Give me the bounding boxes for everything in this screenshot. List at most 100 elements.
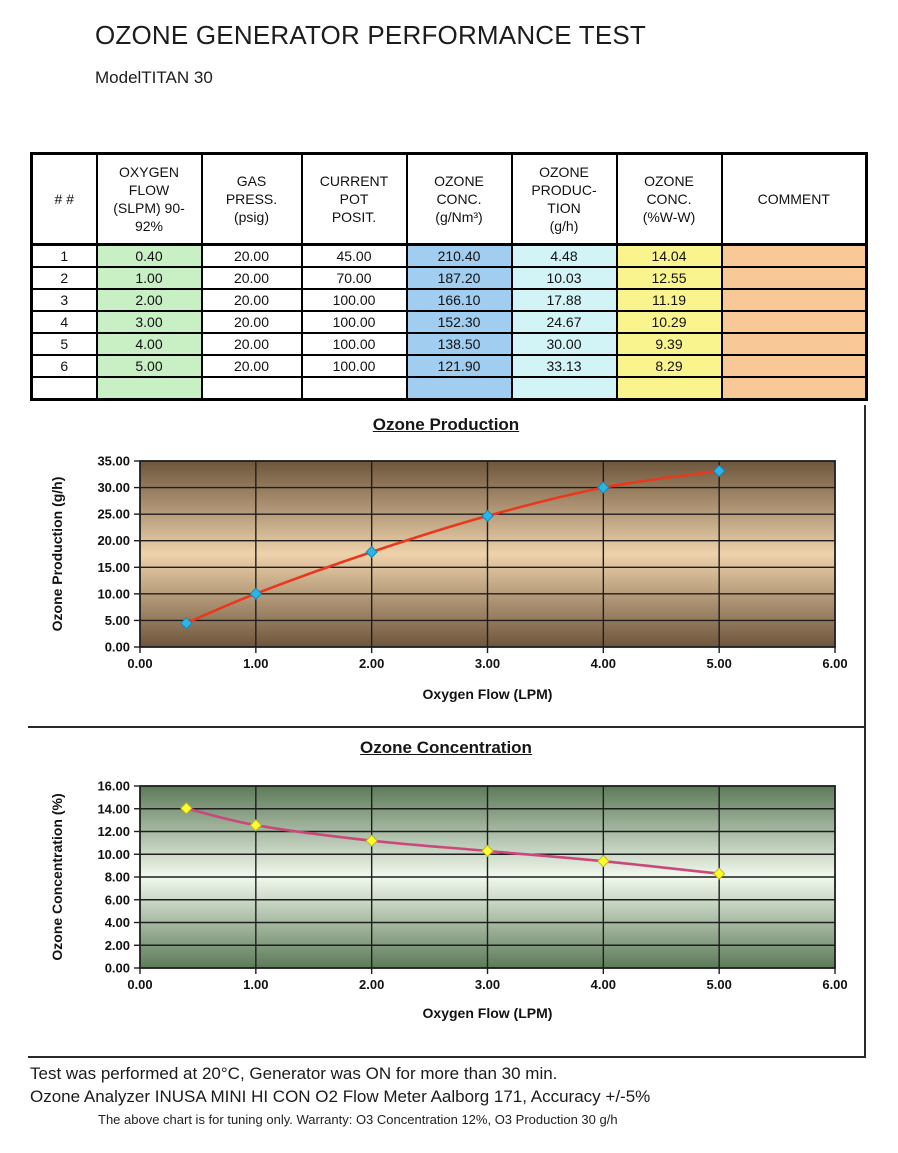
table-cell bbox=[720, 332, 868, 356]
table-cell: 210.40 bbox=[405, 243, 513, 268]
table-cell: 24.67 bbox=[510, 310, 618, 334]
table-cell bbox=[300, 376, 408, 401]
tick-labels: 0.00 2.00 4.00 6.00 8.00 10.00 12.00 14.00 16.00… bbox=[97, 779, 847, 993]
ozone-concentration-section: Ozone Concentration 0.00 2.00 4.00 6.00 8.00… bbox=[28, 728, 864, 1056]
table-cell: 10.03 bbox=[510, 266, 618, 290]
svg-text:0.00: 0.00 bbox=[105, 640, 130, 655]
table-cell bbox=[615, 376, 723, 401]
svg-text:6.00: 6.00 bbox=[105, 892, 130, 907]
table-row bbox=[30, 376, 868, 401]
footer-notes: Test was performed at 20°C, Generator wa… bbox=[30, 1062, 870, 1127]
table-cell bbox=[720, 243, 868, 268]
table-cell: 20.00 bbox=[200, 288, 303, 312]
svg-text:1.00: 1.00 bbox=[243, 977, 268, 992]
table-row: 2 1.00 20.00 70.00 187.20 10.03 12.55 bbox=[30, 266, 868, 290]
table-cell: 100.00 bbox=[300, 310, 408, 334]
svg-text:10.00: 10.00 bbox=[97, 847, 130, 862]
footer-line-3: The above chart is for tuning only. Warr… bbox=[98, 1111, 618, 1127]
column-header: # # bbox=[30, 152, 98, 246]
svg-text:3.00: 3.00 bbox=[475, 656, 500, 671]
y-axis-label: Ozone Production (g/h) bbox=[49, 477, 65, 632]
charts-panel: Ozone Production 0.00 5.00 10.00 15.00 20.00… bbox=[28, 405, 866, 1058]
model-label: ModelTITAN 30 bbox=[95, 68, 213, 87]
svg-text:8.00: 8.00 bbox=[105, 870, 130, 885]
svg-text:0.00: 0.00 bbox=[127, 977, 152, 992]
table-row: 3 2.00 20.00 100.00 166.10 17.88 11.19 bbox=[30, 288, 868, 312]
table-cell: 33.13 bbox=[510, 354, 618, 378]
svg-text:2.00: 2.00 bbox=[359, 656, 384, 671]
data-point-marker bbox=[365, 834, 378, 847]
svg-text:2.00: 2.00 bbox=[359, 977, 384, 992]
table-header-row: # # OXYGEN FLOW (SLPM) 90- 92% GAS PRESS. … bbox=[30, 152, 868, 246]
table-cell: 121.90 bbox=[405, 354, 513, 378]
table-body: 1 0.40 20.00 45.00 210.40 4.48 14.04 2 1.00 20.00… bbox=[30, 243, 868, 401]
table-cell: 100.00 bbox=[300, 332, 408, 356]
svg-text:25.00: 25.00 bbox=[97, 507, 130, 522]
table-cell: 4.00 bbox=[95, 332, 203, 356]
table-cell: 5.00 bbox=[95, 354, 203, 378]
table-cell: 4.48 bbox=[510, 243, 618, 268]
table-cell bbox=[720, 354, 868, 378]
x-axis-label: Oxygen Flow (LPM) bbox=[423, 686, 553, 702]
table-cell: 12.55 bbox=[615, 266, 723, 290]
data-point-marker bbox=[249, 587, 263, 600]
data-point-marker bbox=[712, 464, 726, 478]
svg-text:5.00: 5.00 bbox=[707, 977, 732, 992]
svg-text:15.00: 15.00 bbox=[97, 560, 130, 575]
table-cell: 2 bbox=[30, 266, 98, 290]
column-header: OZONE CONC. (%W-W) bbox=[615, 152, 723, 246]
table-cell: 70.00 bbox=[300, 266, 408, 290]
table-header-row: # # OXYGEN FLOW (SLPM) 90- 92% GAS PRESS. … bbox=[30, 152, 868, 246]
svg-text:4.00: 4.00 bbox=[591, 656, 616, 671]
table-cell: 3.00 bbox=[95, 310, 203, 334]
table-cell: 14.04 bbox=[615, 243, 723, 268]
data-point-markers bbox=[180, 464, 726, 630]
svg-text:14.00: 14.00 bbox=[97, 801, 130, 816]
table-cell: 138.50 bbox=[405, 332, 513, 356]
ozone-production-chart: 0.00 5.00 10.00 15.00 20.00 25.00 30.00 35.00 0.… bbox=[49, 454, 848, 703]
column-header: OXYGEN FLOW (SLPM) 90- 92% bbox=[95, 152, 203, 246]
column-header: COMMENT bbox=[720, 152, 868, 246]
svg-text:30.00: 30.00 bbox=[97, 480, 130, 495]
svg-text:35.00: 35.00 bbox=[97, 454, 130, 469]
column-header: OZONE PRODUC- TION (g/h) bbox=[510, 152, 618, 246]
svg-text:6.00: 6.00 bbox=[822, 977, 847, 992]
svg-text:5.00: 5.00 bbox=[105, 613, 130, 628]
table-cell: 10.29 bbox=[615, 310, 723, 334]
table-cell: 20.00 bbox=[200, 354, 303, 378]
table-cell bbox=[720, 288, 868, 312]
table-cell: 5 bbox=[30, 332, 98, 356]
footer-line-1: Test was performed at 20°C, Generator wa… bbox=[30, 1064, 558, 1083]
table-row: 4 3.00 20.00 100.00 152.30 24.67 10.29 bbox=[30, 310, 868, 334]
table-cell bbox=[405, 376, 513, 401]
table-cell: 45.00 bbox=[300, 243, 408, 268]
table-cell: 100.00 bbox=[300, 354, 408, 378]
svg-text:20.00: 20.00 bbox=[97, 533, 130, 548]
table-cell: 2.00 bbox=[95, 288, 203, 312]
svg-text:5.00: 5.00 bbox=[707, 656, 732, 671]
data-point-marker bbox=[365, 545, 378, 559]
data-point-marker bbox=[597, 854, 610, 868]
table-cell: 4 bbox=[30, 310, 98, 334]
svg-text:4.00: 4.00 bbox=[105, 915, 130, 930]
table-cell bbox=[720, 310, 868, 334]
table-cell: 20.00 bbox=[200, 243, 303, 268]
table-cell bbox=[95, 376, 203, 401]
table-row: 5 4.00 20.00 100.00 138.50 30.00 9.39 bbox=[30, 332, 868, 356]
svg-text:10.00: 10.00 bbox=[97, 586, 130, 601]
results-table: # # OXYGEN FLOW (SLPM) 90- 92% GAS PRESS. … bbox=[30, 152, 868, 401]
table-cell: 8.29 bbox=[615, 354, 723, 378]
table-cell bbox=[720, 266, 868, 290]
svg-text:2.00: 2.00 bbox=[105, 938, 130, 953]
table-cell: 1.00 bbox=[95, 266, 203, 290]
table-cell bbox=[510, 376, 618, 401]
svg-text:1.00: 1.00 bbox=[243, 656, 268, 671]
table-cell bbox=[30, 376, 98, 401]
data-point-marker bbox=[249, 819, 263, 832]
table-cell: 1 bbox=[30, 243, 98, 268]
svg-text:6.00: 6.00 bbox=[822, 656, 847, 671]
column-header: OZONE CONC. (g/Nm³) bbox=[405, 152, 513, 246]
table-cell: 100.00 bbox=[300, 288, 408, 312]
ozone-production-title: Ozone Production bbox=[372, 415, 520, 434]
table-row: 1 0.40 20.00 45.00 210.40 4.48 14.04 bbox=[30, 243, 868, 268]
